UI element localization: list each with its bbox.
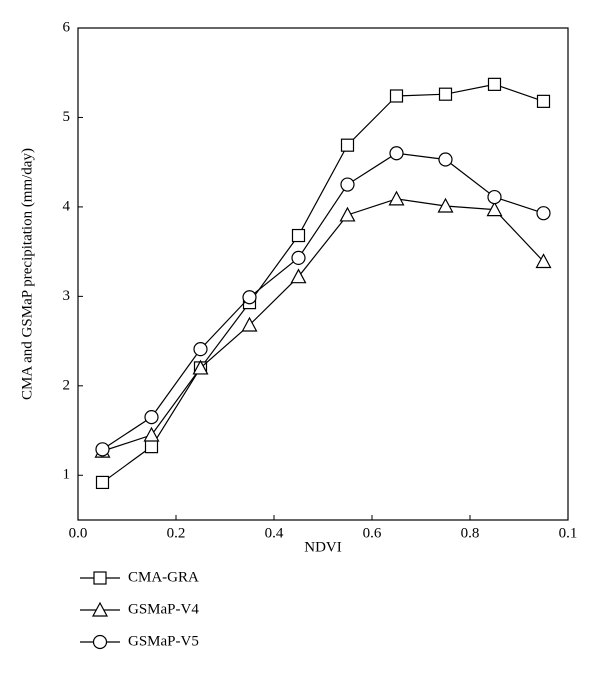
y-tick-label: 2 bbox=[63, 377, 71, 393]
legend-marker bbox=[92, 634, 108, 650]
legend-label: GSMaP-V4 bbox=[128, 601, 199, 617]
x-tick-label: 0.6 bbox=[363, 525, 382, 541]
data-point bbox=[340, 138, 355, 152]
data-point bbox=[144, 440, 159, 454]
series-line bbox=[102, 83, 544, 483]
data-point bbox=[95, 475, 110, 490]
data-point bbox=[95, 442, 110, 457]
data-point bbox=[144, 410, 159, 425]
data-point bbox=[193, 342, 208, 357]
y-tick-label: 4 bbox=[63, 198, 71, 214]
x-tick-label: 0.1 bbox=[559, 525, 578, 541]
x-tick-label: 0.4 bbox=[265, 525, 284, 541]
data-point bbox=[291, 228, 306, 243]
data-point bbox=[438, 87, 453, 101]
data-point bbox=[487, 77, 502, 91]
data-point bbox=[192, 359, 209, 375]
data-point bbox=[535, 253, 552, 269]
x-axis-label: NDVI bbox=[304, 539, 342, 555]
y-tick-label: 3 bbox=[63, 288, 71, 304]
plot-frame bbox=[77, 27, 569, 521]
x-tick-label: 0.2 bbox=[167, 525, 186, 541]
y-tick-label: 6 bbox=[63, 19, 71, 35]
data-point bbox=[389, 146, 404, 161]
data-point bbox=[536, 94, 551, 108]
legend-label: CMA-GRA bbox=[128, 569, 199, 585]
data-point bbox=[486, 201, 503, 217]
data-point bbox=[143, 426, 160, 442]
data-point bbox=[536, 206, 551, 221]
data-point bbox=[291, 250, 306, 265]
data-point bbox=[340, 177, 355, 192]
series-line bbox=[102, 152, 544, 450]
data-point bbox=[242, 290, 257, 305]
y-axis-label: CMA and GSMaP precipitation (mm/day) bbox=[19, 148, 35, 400]
data-point bbox=[437, 197, 454, 213]
data-point bbox=[389, 89, 404, 103]
data-point bbox=[438, 152, 453, 167]
series-line bbox=[102, 198, 544, 452]
data-point bbox=[487, 189, 502, 205]
legend-marker bbox=[91, 601, 109, 617]
data-point bbox=[339, 206, 356, 222]
data-point bbox=[241, 316, 258, 332]
legend-marker bbox=[93, 571, 107, 585]
data-point bbox=[388, 190, 405, 206]
y-tick-label: 5 bbox=[63, 109, 71, 125]
data-point bbox=[290, 268, 307, 284]
x-tick-label: 0.8 bbox=[461, 525, 480, 541]
y-tick-label: 1 bbox=[63, 467, 71, 483]
legend-label: GSMaP-V5 bbox=[128, 633, 199, 649]
x-tick-label: 0.0 bbox=[69, 525, 88, 541]
